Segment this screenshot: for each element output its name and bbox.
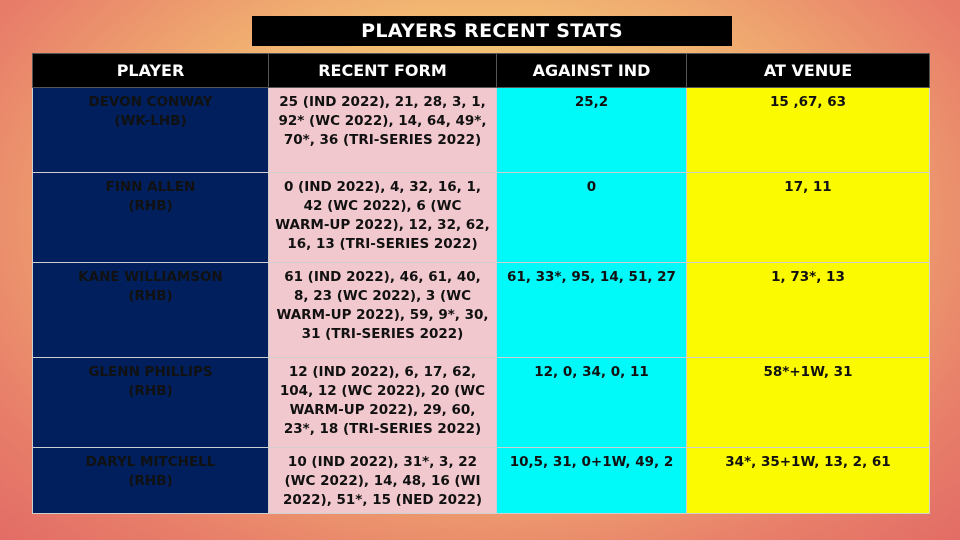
at-venue-cell: 17, 11 — [686, 172, 930, 263]
player-cell: FINN ALLEN (RHB) — [32, 172, 269, 263]
player-name: FINN ALLEN — [105, 179, 196, 195]
against-ind-cell: 61, 33*, 95, 14, 51, 27 — [496, 262, 687, 358]
header-row: PLAYER RECENT FORM AGAINST IND AT VENUE — [32, 53, 930, 88]
player-cell: KANE WILLIAMSON (RHB) — [32, 262, 269, 358]
player-name: DARYL MITCHELL — [85, 454, 216, 470]
player-name: KANE WILLIAMSON — [78, 269, 223, 285]
player-name: DEVON CONWAY — [88, 94, 213, 110]
player-cell: DARYL MITCHELL (RHB) — [32, 447, 269, 514]
table-row: KANE WILLIAMSON (RHB) 61 (IND 2022), 46,… — [32, 262, 930, 358]
header-at-venue: AT VENUE — [686, 53, 930, 88]
at-venue-cell: 1, 73*, 13 — [686, 262, 930, 358]
player-cell: GLENN PHILLIPS (RHB) — [32, 357, 269, 448]
header-player: PLAYER — [32, 53, 269, 88]
player-role: (RHB) — [128, 473, 173, 489]
against-ind-cell: 25,2 — [496, 87, 687, 173]
header-recent-form: RECENT FORM — [268, 53, 497, 88]
player-cell: DEVON CONWAY (WK-LHB) — [32, 87, 269, 173]
stats-table: PLAYER RECENT FORM AGAINST IND AT VENUE … — [32, 53, 930, 514]
at-venue-cell: 58*+1W, 31 — [686, 357, 930, 448]
against-ind-cell: 0 — [496, 172, 687, 263]
table-row: FINN ALLEN (RHB) 0 (IND 2022), 4, 32, 16… — [32, 172, 930, 263]
player-role: (RHB) — [128, 383, 173, 399]
player-role: (RHB) — [128, 288, 173, 304]
recent-form-cell: 25 (IND 2022), 21, 28, 3, 1, 92* (WC 202… — [268, 87, 497, 173]
against-ind-cell: 12, 0, 34, 0, 11 — [496, 357, 687, 448]
player-role: (RHB) — [128, 198, 173, 214]
recent-form-cell: 10 (IND 2022), 31*, 3, 22 (WC 2022), 14,… — [268, 447, 497, 514]
at-venue-cell: 34*, 35+1W, 13, 2, 61 — [686, 447, 930, 514]
recent-form-cell: 0 (IND 2022), 4, 32, 16, 1, 42 (WC 2022)… — [268, 172, 497, 263]
player-name: GLENN PHILLIPS — [88, 364, 213, 380]
header-against-ind: AGAINST IND — [496, 53, 687, 88]
table-row: GLENN PHILLIPS (RHB) 12 (IND 2022), 6, 1… — [32, 357, 930, 448]
at-venue-cell: 15 ,67, 63 — [686, 87, 930, 173]
page-title: PLAYERS RECENT STATS — [252, 16, 732, 46]
player-role: (WK-LHB) — [114, 113, 187, 129]
table-row: DEVON CONWAY (WK-LHB) 25 (IND 2022), 21,… — [32, 87, 930, 173]
against-ind-cell: 10,5, 31, 0+1W, 49, 2 — [496, 447, 687, 514]
table-row: DARYL MITCHELL (RHB) 10 (IND 2022), 31*,… — [32, 447, 930, 514]
recent-form-cell: 12 (IND 2022), 6, 17, 62, 104, 12 (WC 20… — [268, 357, 497, 448]
recent-form-cell: 61 (IND 2022), 46, 61, 40, 8, 23 (WC 202… — [268, 262, 497, 358]
